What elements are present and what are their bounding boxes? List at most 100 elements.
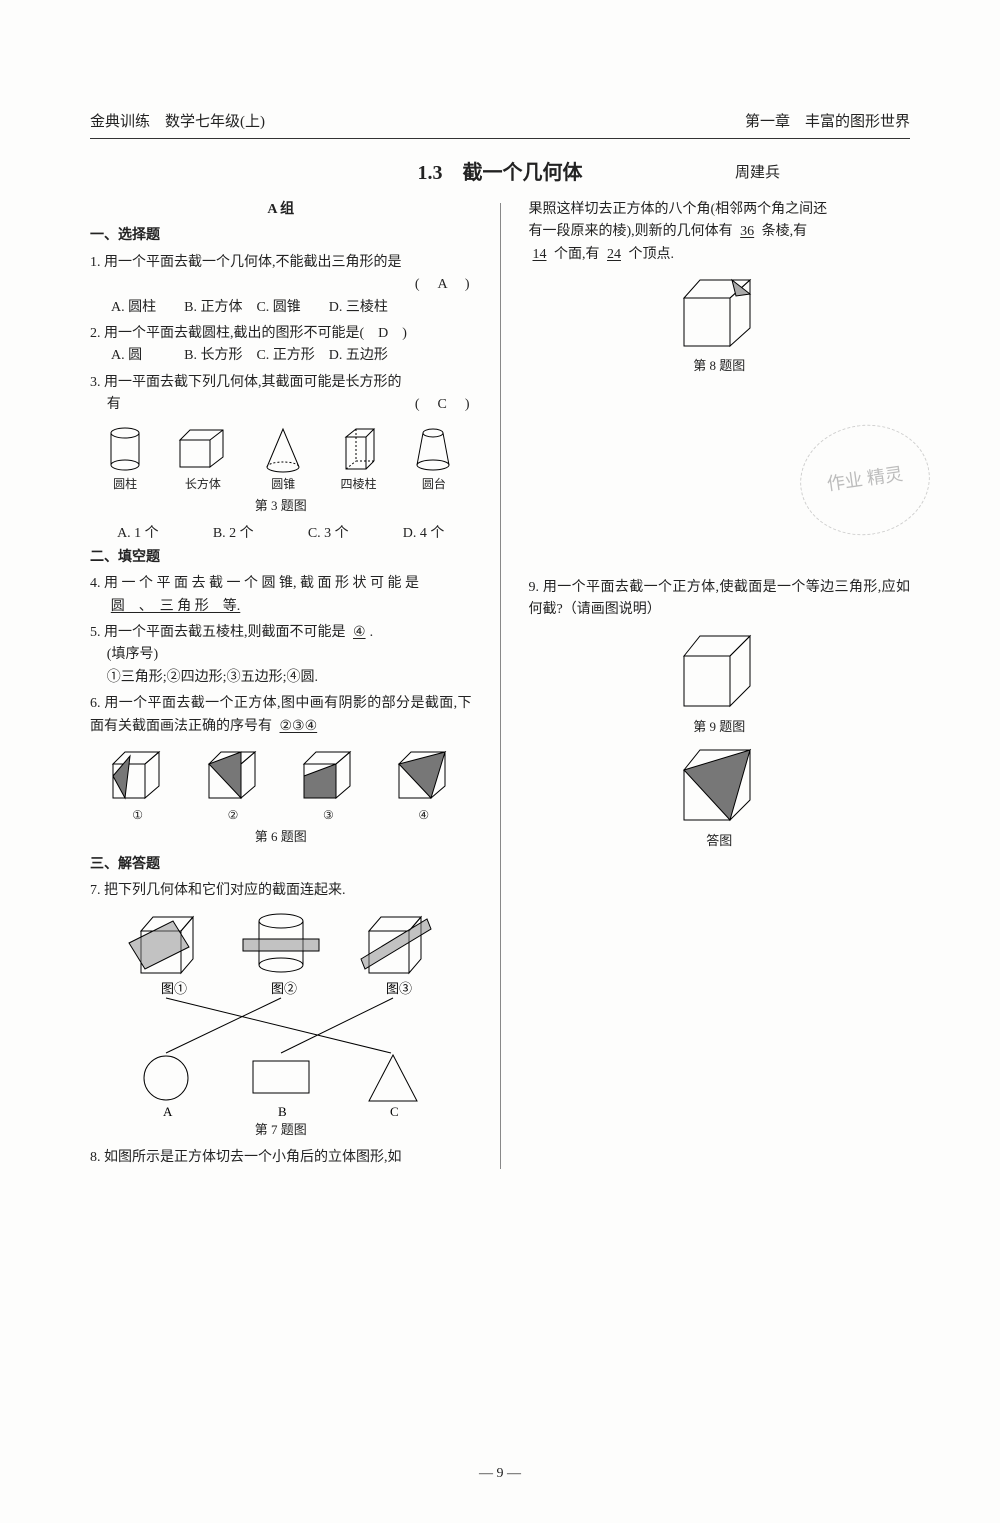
q4-answer: 圆 、 三 角 形 等. — [107, 599, 245, 614]
q8-c1: 果照这样切去正方体的八个角(相邻两个角之间还 — [529, 202, 828, 217]
q7-caption: 第 7 题图 — [90, 1120, 472, 1141]
fig-prism4: 四棱柱 — [336, 425, 381, 494]
cube-section-1-icon — [105, 746, 170, 806]
svg-text:图①: 图① — [161, 981, 187, 996]
q8-continued: 果照这样切去正方体的八个角(相邻两个角之间还 有一段原来的棱),则新的几何体有 … — [529, 199, 911, 266]
q4-stem: 4. 用 一 个 平 面 去 截 一 个 圆 锥, 截 面 形 状 可 能 是 — [90, 576, 419, 591]
q6-label-1: ① — [132, 808, 143, 822]
cylinder-icon — [105, 425, 145, 475]
column-separator — [500, 203, 501, 1169]
heading-solve: 三、解答题 — [90, 854, 472, 876]
svg-text:图③: 图③ — [386, 981, 412, 996]
q3-stem2: 有 — [90, 397, 121, 412]
cube-triangle-cut-icon — [672, 744, 767, 829]
q8-part-left: 8. 如图所示是正方体切去一个小角后的立体图形,如 — [90, 1147, 472, 1169]
q9-answer-caption: 答图 — [529, 831, 911, 852]
q9-stem: 9. 用一个平面去截一个正方体,使截面是一个等边三角形,应如何截?（请画图说明） — [529, 580, 911, 617]
q1-answer: ( A ) — [415, 274, 472, 296]
q3-label-1: 长方体 — [185, 477, 221, 491]
q3-opt-a: A. 1 个 — [117, 523, 159, 545]
q5-list: ①三角形;②四边形;③五边形;④圆. — [90, 670, 318, 685]
cube-section-4-icon — [391, 746, 456, 806]
cube-icon — [672, 630, 767, 715]
q8-figure: 第 8 题图 — [529, 274, 911, 377]
page-number: — 9 — — [0, 1463, 1000, 1485]
q7: 7. 把下列几何体和它们对应的截面连起来. — [90, 880, 472, 1140]
q8-caption: 第 8 题图 — [529, 356, 911, 377]
q2-options: A. 圆 B. 长方形 C. 正方形 D. 五边形 — [90, 345, 472, 367]
two-column-body: A 组 一、选择题 1. 用一个平面去截一个几何体,不能截出三角形的是 ( A … — [90, 199, 910, 1169]
q6-answer: ②③④ — [276, 719, 322, 734]
q7-matching-figure: 图① 图② 图③ A B C — [111, 903, 451, 1118]
q6-label-2: ② — [228, 808, 239, 822]
q6-caption: 第 6 题图 — [90, 827, 472, 848]
q3-opt-d: D. 4 个 — [403, 523, 445, 545]
q8-ans1: 36 — [736, 224, 758, 239]
q5-note: (填序号) — [90, 647, 158, 662]
q8-m3: 个顶点. — [629, 247, 675, 262]
q6-figures: ① ② ③ ④ — [90, 746, 472, 825]
q3: 3. 用一平面去截下列几何体,其截面可能是长方形的 有 ( C ) 圆柱 长方体 — [90, 372, 472, 545]
q3-label-3: 四棱柱 — [341, 477, 377, 491]
heading-fill: 二、填空题 — [90, 547, 472, 569]
q7-stem: 7. 把下列几何体和它们对应的截面连起来. — [90, 883, 346, 898]
q5-stem: 5. 用一个平面去截五棱柱,则截面不可能是 — [90, 625, 346, 640]
q3-label-0: 圆柱 — [113, 477, 137, 491]
q3-label-4: 圆台 — [422, 477, 446, 491]
header-right: 第一章 丰富的图形世界 — [745, 110, 910, 134]
q6-fig-2: ② — [201, 746, 266, 825]
cube-section-3-icon — [296, 746, 361, 806]
q3-label-2: 圆锥 — [271, 477, 295, 491]
page: 金典训练 数学七年级(上) 第一章 丰富的图形世界 1.3 截一个几何体 周建兵… — [0, 0, 1000, 1523]
q5: 5. 用一个平面去截五棱柱,则截面不可能是 ④. (填序号) ①三角形;②四边形… — [90, 622, 472, 689]
q3-opt-c: C. 3 个 — [308, 523, 349, 545]
q8-ans2: 14 — [529, 247, 551, 262]
q2: 2. 用一个平面去截圆柱,截出的图形不可能是( D ) A. 圆 B. 长方形 … — [90, 323, 472, 368]
fig-cuboid: 长方体 — [175, 425, 230, 494]
q6-label-3: ③ — [323, 808, 334, 822]
left-column: A 组 一、选择题 1. 用一个平面去截一个几何体,不能截出三角形的是 ( A … — [90, 199, 472, 1169]
q8-c2: 有一段原来的棱),则新的几何体有 — [529, 224, 733, 239]
cuboid-icon — [175, 425, 230, 475]
q3-figures: 圆柱 长方体 圆锥 四棱柱 — [90, 425, 472, 494]
frustum-icon — [411, 425, 456, 475]
q2-stem: 2. 用一个平面去截圆柱,截出的图形不可能是( D ) — [90, 326, 407, 341]
q8-m1: 条棱,有 — [762, 224, 808, 239]
q5-answer: ④ — [349, 625, 370, 640]
q6: 6. 用一个平面去截一个正方体,图中画有阴影的部分是截面,下面有关截面画法正确的… — [90, 693, 472, 848]
cube-section-2-icon — [201, 746, 266, 806]
q9-caption: 第 9 题图 — [529, 717, 911, 738]
q6-fig-3: ③ — [296, 746, 361, 825]
q1: 1. 用一个平面去截一个几何体,不能截出三角形的是 ( A ) A. 圆柱 B.… — [90, 252, 472, 319]
q6-fig-1: ① — [105, 746, 170, 825]
q3-answer: ( C ) — [415, 394, 472, 416]
group-a-label: A 组 — [90, 199, 472, 221]
fig-frustum: 圆台 — [411, 425, 456, 494]
right-column: 果照这样切去正方体的八个角(相邻两个角之间还 有一段原来的棱),则新的几何体有 … — [529, 199, 911, 1169]
svg-text:B: B — [278, 1104, 287, 1118]
q9-answer-figure: 答图 — [529, 744, 911, 852]
q1-options: A. 圆柱 B. 正方体 C. 圆锥 D. 三棱柱 — [90, 297, 472, 319]
q6-label-4: ④ — [418, 808, 429, 822]
q4: 4. 用 一 个 平 面 去 截 一 个 圆 锥, 截 面 形 状 可 能 是 … — [90, 573, 472, 618]
author: 周建兵 — [735, 161, 780, 185]
q5-tail: . — [370, 625, 374, 640]
cut-corner-cube-icon — [672, 274, 767, 354]
cone-icon — [261, 425, 306, 475]
q9: 9. 用一个平面去截一个正方体,使截面是一个等边三角形,应如何截?（请画图说明） — [529, 577, 911, 622]
q3-caption: 第 3 题图 — [90, 496, 472, 517]
q3-stem: 3. 用一平面去截下列几何体,其截面可能是长方形的 — [90, 375, 402, 390]
prism-icon — [336, 425, 381, 475]
section-title: 1.3 截一个几何体 — [418, 157, 583, 189]
svg-text:图②: 图② — [271, 981, 297, 996]
q6-fig-4: ④ — [391, 746, 456, 825]
running-header: 金典训练 数学七年级(上) 第一章 丰富的图形世界 — [90, 110, 910, 139]
q9-figure: 第 9 题图 — [529, 630, 911, 738]
q8-ans3: 24 — [603, 247, 625, 262]
svg-text:C: C — [390, 1104, 399, 1118]
q1-stem: 1. 用一个平面去截一个几何体,不能截出三角形的是 — [90, 255, 402, 270]
q3-options: A. 1 个 B. 2 个 C. 3 个 D. 4 个 — [90, 523, 472, 545]
title-row: 1.3 截一个几何体 周建兵 — [90, 157, 910, 189]
q3-opt-b: B. 2 个 — [213, 523, 254, 545]
heading-choice: 一、选择题 — [90, 225, 472, 247]
